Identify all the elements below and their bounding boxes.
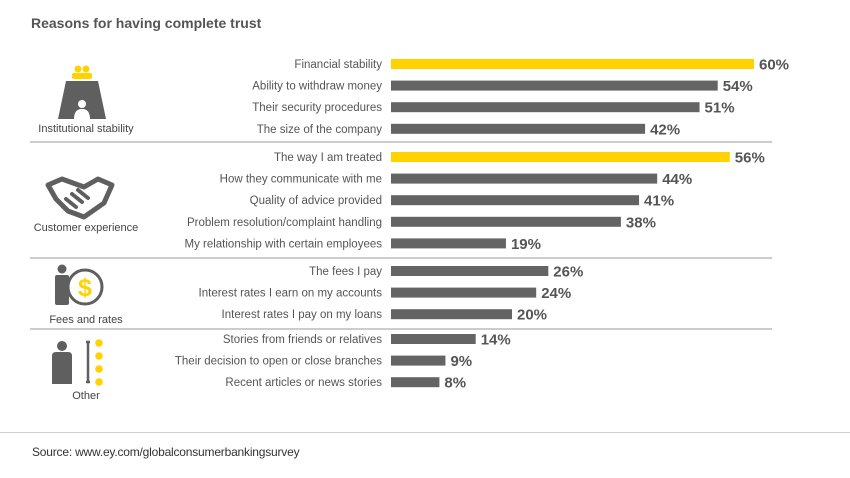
category-label: My relationship with certain employees (184, 238, 382, 250)
list-dot (95, 365, 103, 373)
bar (391, 102, 700, 113)
bar (391, 238, 506, 249)
person-head (74, 65, 82, 73)
handshake-icon (45, 176, 115, 220)
dollar-sign: $ (78, 274, 92, 302)
person-head (82, 65, 90, 73)
source-note: Source: www.ey.com/globalconsumerbanking… (32, 445, 300, 459)
category-label: How they communicate with me (220, 174, 382, 186)
category-label: The size of the company (257, 124, 383, 136)
value-label: 44% (662, 171, 692, 188)
category-label: The fees I pay (309, 266, 382, 278)
group-label: Fees and rates (49, 314, 123, 326)
meeting-table-icon (58, 65, 106, 119)
group-label: Other (72, 390, 100, 402)
bar (391, 334, 476, 344)
bar (391, 287, 537, 298)
bar (391, 152, 730, 162)
person-head (57, 341, 67, 351)
person-dollar-icon: $ (55, 264, 104, 306)
list-dot (95, 339, 103, 347)
bar (391, 216, 621, 227)
bar (391, 195, 640, 206)
finger-lines (64, 188, 90, 209)
category-label: The way I am treated (274, 152, 382, 164)
category-label: Interest rates I pay on my loans (222, 309, 383, 321)
list-bracket (86, 340, 90, 384)
list-dot (95, 352, 103, 360)
value-label: 20% (517, 307, 547, 324)
value-label: 19% (511, 236, 541, 253)
chart-title: Reasons for having complete trust (31, 15, 262, 31)
value-label: 38% (626, 214, 656, 231)
value-label: 26% (553, 264, 583, 281)
person-body (74, 109, 90, 119)
person-body (72, 73, 92, 79)
person-head (57, 264, 67, 274)
bar (391, 173, 658, 184)
value-label: 60% (759, 57, 789, 74)
value-label: 42% (650, 121, 680, 138)
bar (391, 266, 549, 276)
person-head (78, 100, 86, 108)
bar (391, 377, 440, 388)
footer-divider (0, 432, 850, 433)
value-label: 9% (450, 353, 472, 370)
bar-chart: Financial stability 60% Ability to withdra… (30, 57, 789, 402)
list-dot (95, 378, 103, 386)
person-list-icon (52, 339, 103, 386)
category-label: Their security procedures (252, 102, 382, 114)
bar (391, 309, 512, 320)
category-label: Problem resolution/complaint handling (187, 217, 382, 229)
category-label: Ability to withdraw money (252, 81, 382, 93)
category-label: Interest rates I earn on my accounts (199, 288, 383, 300)
value-label: 8% (444, 375, 466, 392)
person-body (55, 275, 69, 305)
value-label: 56% (735, 150, 765, 167)
value-label: 51% (705, 100, 735, 117)
group-label: Customer experience (34, 222, 139, 234)
value-label: 24% (541, 285, 571, 302)
category-label: Recent articles or news stories (225, 377, 382, 389)
coin-circle (66, 268, 104, 306)
value-label: 14% (481, 332, 511, 349)
category-label: Quality of advice provided (250, 195, 382, 207)
value-label: 54% (723, 78, 753, 95)
bar (391, 355, 446, 366)
bar (391, 59, 754, 69)
hands-outline (45, 176, 115, 220)
category-label: Their decision to open or close branches (175, 356, 382, 368)
person-body (52, 352, 72, 384)
group-label: Institutional stability (38, 123, 134, 135)
category-label: Financial stability (294, 59, 382, 71)
bar (391, 80, 718, 91)
value-label: 41% (644, 193, 674, 210)
bar (391, 123, 646, 134)
category-label: Stories from friends or relatives (223, 334, 382, 346)
